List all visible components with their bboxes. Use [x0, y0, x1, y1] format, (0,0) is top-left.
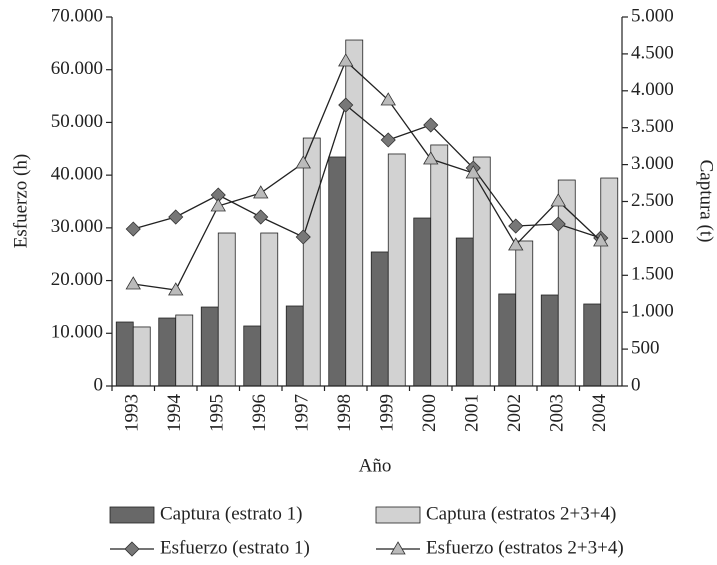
point	[550, 193, 566, 207]
y2-tick-label: 3.500	[631, 116, 674, 137]
x-tick-label: 1994	[164, 394, 185, 433]
bar	[115, 321, 134, 387]
bar	[158, 317, 177, 387]
y-tick-label: 60.000	[51, 58, 103, 79]
y-tick-label: 40.000	[51, 164, 103, 185]
legend-label: Esfuerzo (estratos 2+3+4)	[426, 537, 624, 558]
legend-label: Captura (estrato 1)	[160, 503, 302, 524]
bar	[540, 294, 559, 387]
y2-tick-label: 1.500	[631, 264, 674, 285]
x-tick-label: 1996	[249, 394, 270, 432]
bar	[175, 314, 194, 387]
x-tick-label: 1998	[334, 394, 355, 432]
bar	[328, 156, 347, 387]
point	[465, 165, 481, 179]
legend-marker	[390, 541, 406, 555]
point	[380, 132, 396, 148]
point	[253, 209, 269, 225]
bar	[260, 232, 279, 387]
bar	[455, 237, 474, 387]
point	[508, 218, 524, 234]
bar	[472, 156, 491, 387]
point	[168, 209, 184, 225]
x-tick-label: 1997	[292, 394, 313, 432]
x-tick-label: 2002	[504, 394, 525, 432]
y-axis-label: Esfuerzo (h)	[10, 154, 31, 248]
point	[338, 53, 354, 67]
line	[133, 103, 601, 239]
y2-tick-label: 0	[631, 374, 641, 395]
point	[295, 155, 311, 169]
y-tick-label: 70.000	[51, 5, 103, 26]
y2-tick-label: 2.500	[631, 190, 674, 211]
legend-swatch	[109, 506, 155, 524]
x-tick-label: 2001	[462, 394, 483, 432]
y2-tick-label: 1.000	[631, 301, 674, 322]
x-tick-label: 2000	[419, 394, 440, 432]
point	[168, 282, 184, 296]
y-tick-label: 20.000	[51, 269, 103, 290]
legend-marker	[124, 541, 140, 557]
x-tick-label: 1999	[377, 394, 398, 432]
point	[210, 198, 226, 212]
point	[253, 185, 269, 199]
point	[423, 151, 439, 165]
x-tick-label: 1995	[207, 394, 228, 432]
bar	[583, 303, 602, 387]
y2-tick-label: 2.000	[631, 227, 674, 248]
point	[125, 221, 141, 237]
bar	[387, 153, 406, 387]
y2-axis-label: Captura (t)	[696, 160, 717, 243]
point	[295, 229, 311, 245]
y-tick-label: 0	[94, 374, 104, 395]
legend-label: Esfuerzo (estrato 1)	[160, 537, 310, 558]
x-tick-label: 1993	[122, 394, 143, 432]
bar	[430, 144, 449, 387]
bar	[302, 137, 321, 387]
point	[550, 216, 566, 232]
bar	[345, 39, 364, 387]
bar	[498, 293, 517, 387]
point	[423, 117, 439, 133]
line	[133, 59, 602, 291]
point	[338, 97, 354, 113]
bar	[515, 240, 534, 387]
legend-label: Captura (estratos 2+3+4)	[426, 503, 616, 524]
point	[125, 276, 141, 290]
x-axis-label: Año	[359, 455, 392, 476]
bar	[243, 325, 262, 387]
x-tick-label: 2003	[547, 394, 568, 432]
y-tick-label: 30.000	[51, 216, 103, 237]
bar	[285, 305, 304, 387]
point	[508, 237, 524, 251]
y2-tick-label: 500	[631, 337, 660, 358]
bar	[132, 326, 151, 387]
bar	[217, 232, 236, 387]
bar	[370, 251, 389, 387]
legend-swatch	[375, 506, 421, 524]
y2-tick-label: 3.000	[631, 153, 674, 174]
y-tick-label: 50.000	[51, 111, 103, 132]
bar	[413, 217, 432, 387]
y2-tick-label: 4.000	[631, 79, 674, 100]
bar	[557, 179, 576, 387]
bar	[200, 306, 219, 387]
y2-tick-label: 4.500	[631, 42, 674, 63]
point	[593, 233, 609, 247]
point	[380, 92, 396, 106]
y-tick-label: 10.000	[51, 322, 103, 343]
bar	[600, 177, 619, 387]
y2-tick-label: 5.000	[631, 5, 674, 26]
x-tick-label: 2004	[589, 394, 610, 433]
